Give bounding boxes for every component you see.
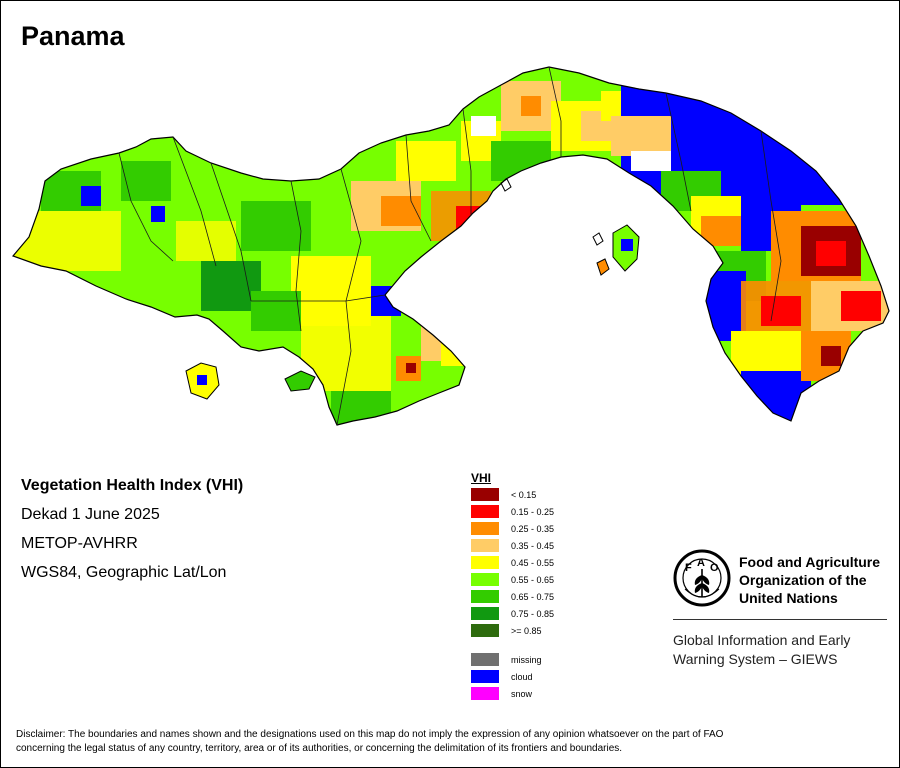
divider <box>673 619 887 620</box>
legend-item: >= 0.85 <box>471 622 581 639</box>
legend-item: 0.15 - 0.25 <box>471 503 581 520</box>
giews-line: Warning System – GIEWS <box>673 651 838 667</box>
map-title: Panama <box>21 21 125 51</box>
legend-swatch <box>471 556 499 569</box>
giews-label: Global Information and Early Warning Sys… <box>673 631 889 669</box>
legend-item: 0.35 - 0.45 <box>471 537 581 554</box>
legend-swatch <box>471 607 499 620</box>
legend-title: VHI <box>471 471 492 485</box>
legend-label: 0.35 - 0.45 <box>511 540 555 551</box>
legend-label: cloud <box>511 671 533 682</box>
legend-item-snow: snow <box>471 685 581 702</box>
disclaimer-line: Disclaimer: The boundaries and names sho… <box>16 729 724 740</box>
vhi-legend: VHI < 0.15 0.15 - 0.25 0.25 - 0.35 0.35 … <box>471 471 581 702</box>
organization-name: Food and Agriculture Organization of the… <box>739 553 889 607</box>
legend-label: 0.65 - 0.75 <box>511 591 555 602</box>
legend-label: 0.55 - 0.65 <box>511 574 555 585</box>
organization-name-line: United Nations <box>739 590 838 606</box>
legend-swatch <box>471 670 499 683</box>
period-label: Dekad 1 June 2025 <box>21 506 160 523</box>
giews-line: Global Information and Early <box>673 632 851 648</box>
legend-swatch <box>471 624 499 637</box>
disclaimer: Disclaimer: The boundaries and names sho… <box>16 728 886 756</box>
legend-item: 0.75 - 0.85 <box>471 605 581 622</box>
legend-item: 0.45 - 0.55 <box>471 554 581 571</box>
legend-swatch <box>471 488 499 501</box>
svg-text:O: O <box>710 562 719 574</box>
legend-label: snow <box>511 688 533 699</box>
legend-label: 0.25 - 0.35 <box>511 523 555 534</box>
organization-name-line: Food and Agriculture <box>739 554 881 570</box>
vhi-map <box>12 66 890 426</box>
legend-label: >= 0.85 <box>511 625 542 636</box>
disclaimer-line: concerning the legal status of any count… <box>16 743 623 754</box>
organization-name-line: Organization of the <box>739 572 867 588</box>
fao-emblem-icon: F A O <box>673 549 731 607</box>
legend-swatch <box>471 505 499 518</box>
legend-swatch <box>471 573 499 586</box>
legend-swatch <box>471 653 499 666</box>
legend-label: 0.45 - 0.55 <box>511 557 555 568</box>
legend-label: missing <box>511 654 542 665</box>
legend-swatch <box>471 687 499 700</box>
svg-text:F: F <box>685 562 692 574</box>
legend-item: < 0.15 <box>471 486 581 503</box>
legend-swatch <box>471 539 499 552</box>
legend-item: 0.25 - 0.35 <box>471 520 581 537</box>
index-name: Vegetation Health Index (VHI) <box>21 477 244 494</box>
legend-label: < 0.15 <box>511 489 537 500</box>
projection-label: WGS84, Geographic Lat/Lon <box>21 564 227 581</box>
legend-item-cloud: cloud <box>471 668 581 685</box>
svg-text:A: A <box>697 557 705 569</box>
legend-item: 0.65 - 0.75 <box>471 588 581 605</box>
legend-item: 0.55 - 0.65 <box>471 571 581 588</box>
legend-label: 0.15 - 0.25 <box>511 506 555 517</box>
map-info: Vegetation Health Index (VHI) Dekad 1 Ju… <box>21 476 243 592</box>
legend-swatch <box>471 590 499 603</box>
legend-swatch <box>471 522 499 535</box>
legend-item-missing: missing <box>471 651 581 668</box>
sensor-label: METOP-AVHRR <box>21 535 138 552</box>
legend-label: 0.75 - 0.85 <box>511 608 555 619</box>
